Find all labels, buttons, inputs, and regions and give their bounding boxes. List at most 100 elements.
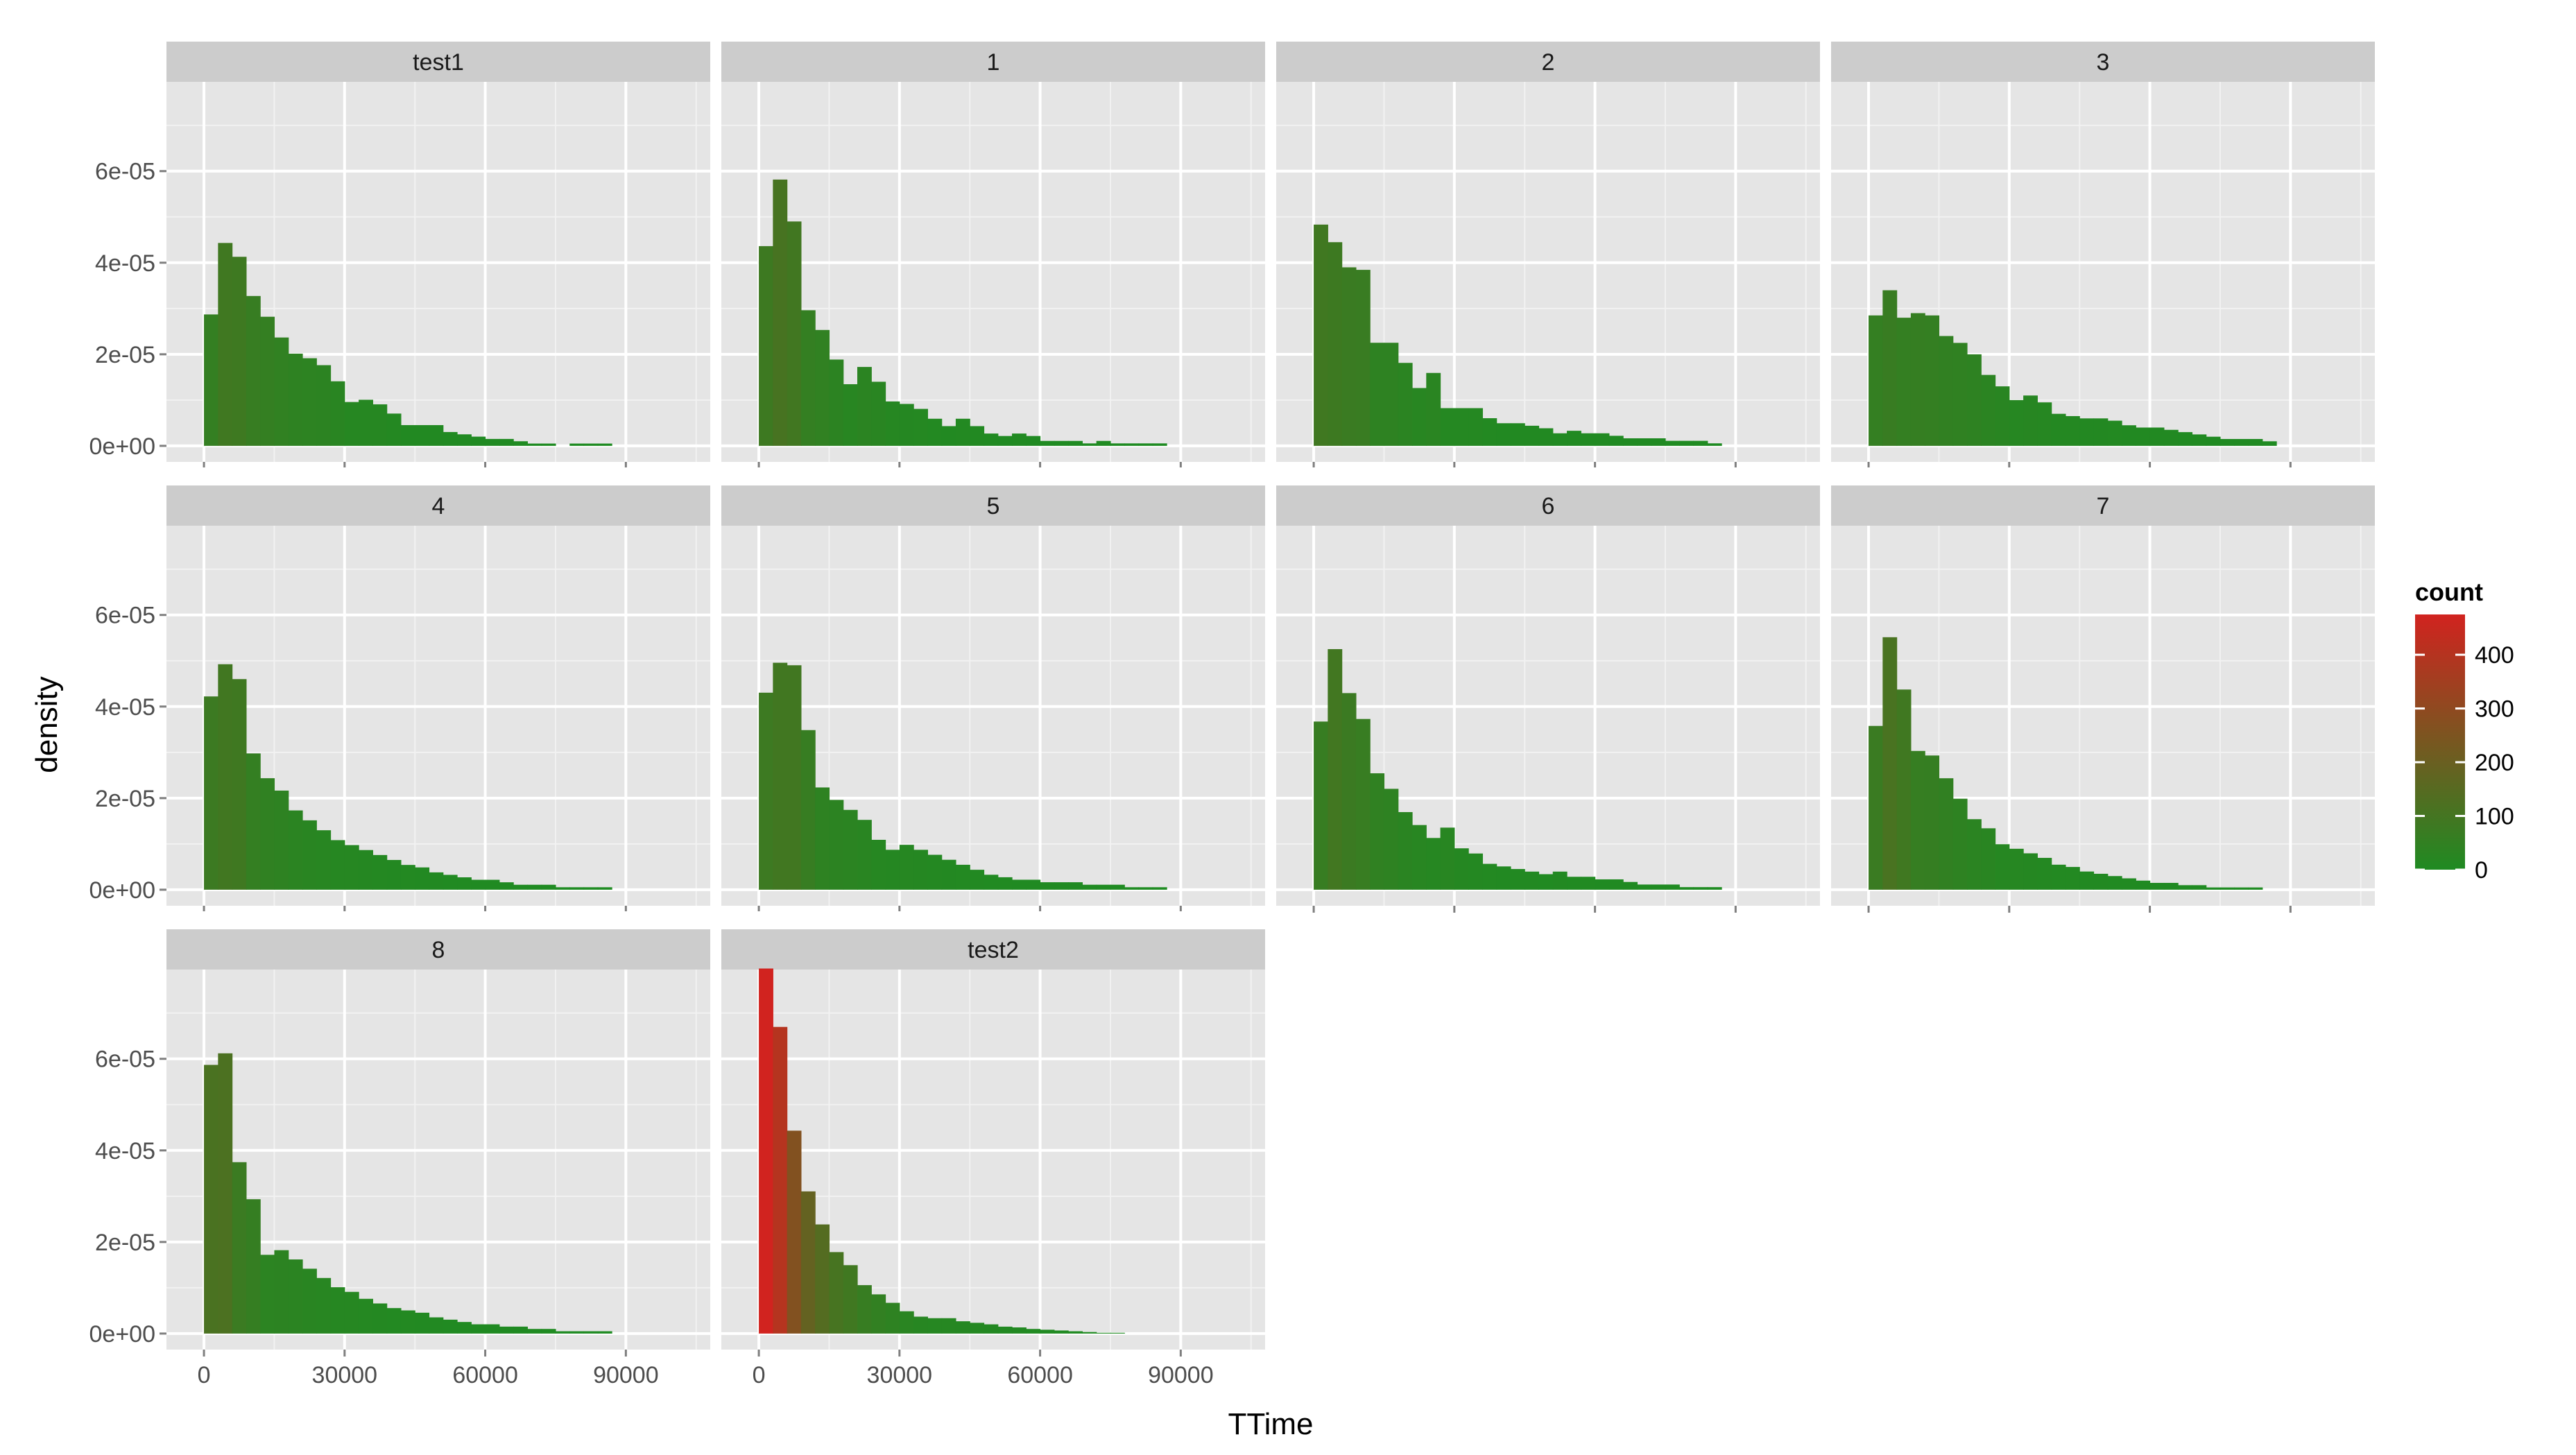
histogram-bar: [527, 1329, 542, 1334]
histogram-bar: [527, 884, 542, 890]
histogram-bar: [913, 1316, 928, 1334]
histogram-bar: [429, 872, 444, 890]
histogram-bar: [1623, 438, 1638, 446]
facet-strip: [166, 42, 710, 82]
histogram-bar: [1869, 315, 1883, 446]
histogram-bar: [372, 404, 388, 446]
histogram-bar: [1026, 436, 1041, 446]
facet-strip-label: test2: [968, 937, 1019, 963]
histogram-bar: [302, 1268, 317, 1334]
histogram-bar: [2122, 878, 2136, 890]
histogram-bar: [815, 1224, 830, 1334]
histogram-bar: [1967, 819, 1982, 890]
histogram-bar: [1637, 438, 1652, 446]
histogram-bars: [204, 1053, 612, 1334]
histogram-bar: [415, 867, 430, 890]
histogram-bar: [1096, 884, 1111, 890]
histogram-bar: [1412, 388, 1427, 446]
histogram-bar: [1110, 884, 1125, 890]
histogram-bar: [1665, 440, 1680, 446]
histogram-bar: [970, 1323, 985, 1334]
facet-panel-test1: test1: [166, 42, 710, 462]
y-axis-title: density: [30, 676, 64, 773]
histogram-bar: [955, 418, 970, 446]
histogram-bar: [1496, 423, 1511, 446]
histogram-bar: [857, 1285, 872, 1334]
histogram-bar: [2234, 438, 2249, 446]
histogram-bar: [1910, 313, 1925, 446]
facet-panel-1: 1: [721, 42, 1265, 462]
histogram-bar: [1952, 798, 1968, 890]
histogram-bar: [1026, 1329, 1041, 1334]
histogram-bar: [2023, 853, 2038, 890]
histogram-bar: [1138, 887, 1153, 890]
histogram-bar: [1623, 881, 1638, 890]
histogram-bar: [1567, 431, 1581, 446]
facet-strip: [721, 42, 1265, 82]
histogram-bar: [815, 787, 830, 890]
histogram-bar: [1314, 721, 1328, 890]
histogram-bar: [1082, 1332, 1097, 1334]
histogram-bar: [1454, 408, 1469, 446]
facet-strip-label: 8: [432, 937, 445, 963]
histogram-bar: [759, 968, 773, 1334]
histogram-bar: [246, 1199, 261, 1334]
histogram-bar: [871, 381, 886, 446]
histogram-bar: [899, 1311, 914, 1334]
histogram-bar: [1939, 336, 1954, 446]
histogram-bar: [429, 424, 444, 446]
histogram-bar: [1040, 882, 1055, 890]
histogram-bar: [499, 882, 514, 890]
histogram-bar: [885, 1302, 900, 1334]
histogram-bar: [485, 438, 500, 446]
histogram-bar: [1355, 718, 1371, 890]
histogram-bar: [829, 800, 844, 890]
y-tick-label: 4e-05: [95, 694, 155, 721]
histogram-bar: [1608, 879, 1624, 890]
histogram-bar: [232, 1162, 247, 1334]
facet-strip: [721, 485, 1265, 526]
histogram-bar: [2206, 436, 2221, 446]
histogram-bar: [941, 1318, 956, 1334]
legend-label: 100: [2475, 804, 2514, 830]
histogram-bar: [2009, 399, 2024, 446]
histogram-bar: [2051, 413, 2066, 446]
histogram-bar: [288, 810, 303, 890]
histogram-bar: [997, 436, 1013, 446]
histogram-bar: [773, 662, 788, 890]
histogram-bar: [1665, 884, 1680, 890]
histogram-bar: [1426, 372, 1441, 446]
histogram-bar: [1869, 725, 1883, 890]
y-tick-label: 4e-05: [95, 1138, 155, 1164]
histogram-bar: [800, 730, 816, 890]
facet-strip: [166, 929, 710, 970]
histogram-bar: [1925, 755, 1940, 890]
x-tick-label: 30000: [312, 1362, 378, 1388]
histogram-bar: [2219, 438, 2235, 446]
histogram-bar: [1068, 1331, 1083, 1334]
histogram-bar: [997, 1326, 1013, 1334]
histogram-bar: [274, 337, 289, 446]
histogram-bar: [1012, 433, 1027, 446]
histogram-bar: [1426, 838, 1441, 890]
histogram-bar: [344, 402, 359, 446]
histogram-bar: [1637, 884, 1652, 890]
histogram-bar: [415, 1312, 430, 1334]
histogram-bar: [1496, 866, 1511, 890]
facet-strip-label: 6: [1542, 493, 1555, 519]
facet-panel-8: 8: [166, 929, 710, 1350]
histogram-bar: [471, 436, 486, 446]
histogram-bar: [927, 418, 943, 446]
histogram-bars: [204, 664, 612, 890]
histogram-bar: [1355, 270, 1371, 446]
histogram-bar: [1939, 778, 1954, 890]
histogram-bar: [2149, 883, 2165, 890]
y-tick-label: 6e-05: [95, 603, 155, 629]
facet-panels: test1 1 2 3 4 5 6 7 8 test2: [166, 42, 2375, 1350]
histogram-bar: [513, 441, 529, 446]
histogram-bar: [2023, 395, 2038, 446]
histogram-bar: [2234, 887, 2249, 890]
histogram-bar: [569, 887, 585, 890]
histogram-bar: [1314, 224, 1328, 446]
histogram-bar: [386, 1308, 402, 1334]
